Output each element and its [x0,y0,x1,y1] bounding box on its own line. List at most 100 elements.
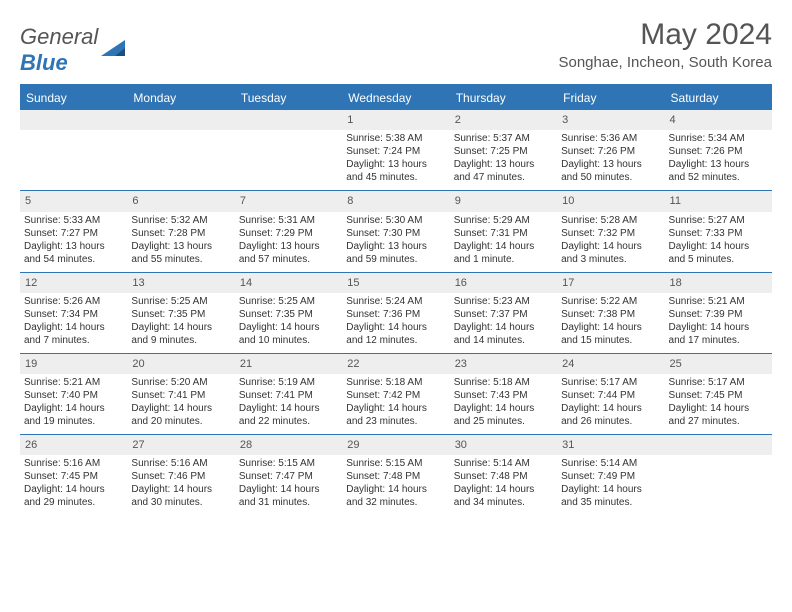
sunrise-text: Sunrise: 5:36 AM [561,132,660,145]
sunrise-text: Sunrise: 5:28 AM [561,214,660,227]
sunrise-text: Sunrise: 5:23 AM [454,295,553,308]
day-info: Sunrise: 5:22 AMSunset: 7:38 PMDaylight:… [557,295,664,347]
day-number: 16 [450,273,557,293]
day-number: 12 [20,273,127,293]
sunrise-text: Sunrise: 5:22 AM [561,295,660,308]
calendar-cell: 20Sunrise: 5:20 AMSunset: 7:41 PMDayligh… [127,354,234,434]
daylight-text: Daylight: 14 hours and 23 minutes. [346,402,445,428]
day-info: Sunrise: 5:27 AMSunset: 7:33 PMDaylight:… [665,214,772,266]
sunset-text: Sunset: 7:26 PM [561,145,660,158]
day-info: Sunrise: 5:34 AMSunset: 7:26 PMDaylight:… [665,132,772,184]
daylight-text: Daylight: 14 hours and 30 minutes. [131,483,230,509]
calendar-cell: 8Sunrise: 5:30 AMSunset: 7:30 PMDaylight… [342,191,449,271]
logo-word-1: General [20,24,98,49]
calendar-cell: 22Sunrise: 5:18 AMSunset: 7:42 PMDayligh… [342,354,449,434]
day-info: Sunrise: 5:37 AMSunset: 7:25 PMDaylight:… [450,132,557,184]
daylight-text: Daylight: 14 hours and 3 minutes. [561,240,660,266]
daylight-text: Daylight: 14 hours and 9 minutes. [131,321,230,347]
day-info: Sunrise: 5:32 AMSunset: 7:28 PMDaylight:… [127,214,234,266]
sunrise-text: Sunrise: 5:18 AM [346,376,445,389]
daylight-text: Daylight: 14 hours and 14 minutes. [454,321,553,347]
sunset-text: Sunset: 7:31 PM [454,227,553,240]
calendar-cell: 31Sunrise: 5:14 AMSunset: 7:49 PMDayligh… [557,435,664,515]
day-info: Sunrise: 5:15 AMSunset: 7:48 PMDaylight:… [342,457,449,509]
sunset-text: Sunset: 7:41 PM [131,389,230,402]
sunrise-text: Sunrise: 5:37 AM [454,132,553,145]
day-header: Sunday [20,86,127,110]
logo: General Blue [20,18,129,76]
daylight-text: Daylight: 14 hours and 22 minutes. [239,402,338,428]
day-number: 31 [557,435,664,455]
sunset-text: Sunset: 7:46 PM [131,470,230,483]
day-number: 23 [450,354,557,374]
day-info: Sunrise: 5:26 AMSunset: 7:34 PMDaylight:… [20,295,127,347]
sunrise-text: Sunrise: 5:26 AM [24,295,123,308]
day-number: 8 [342,191,449,211]
day-number: 21 [235,354,342,374]
calendar-cell: 26Sunrise: 5:16 AMSunset: 7:45 PMDayligh… [20,435,127,515]
daylight-text: Daylight: 14 hours and 26 minutes. [561,402,660,428]
day-number: 15 [342,273,449,293]
calendar-cell: 2Sunrise: 5:37 AMSunset: 7:25 PMDaylight… [450,110,557,190]
calendar-week: 12Sunrise: 5:26 AMSunset: 7:34 PMDayligh… [20,272,772,353]
day-info: Sunrise: 5:14 AMSunset: 7:49 PMDaylight:… [557,457,664,509]
daylight-text: Daylight: 14 hours and 29 minutes. [24,483,123,509]
sunrise-text: Sunrise: 5:34 AM [669,132,768,145]
day-number: 13 [127,273,234,293]
daylight-text: Daylight: 14 hours and 1 minute. [454,240,553,266]
daylight-text: Daylight: 14 hours and 12 minutes. [346,321,445,347]
daylight-text: Daylight: 14 hours and 5 minutes. [669,240,768,266]
sunset-text: Sunset: 7:48 PM [346,470,445,483]
daylight-text: Daylight: 13 hours and 45 minutes. [346,158,445,184]
calendar-cell: 21Sunrise: 5:19 AMSunset: 7:41 PMDayligh… [235,354,342,434]
day-number: 24 [557,354,664,374]
daylight-text: Daylight: 14 hours and 27 minutes. [669,402,768,428]
sunrise-text: Sunrise: 5:38 AM [346,132,445,145]
sunset-text: Sunset: 7:47 PM [239,470,338,483]
day-info: Sunrise: 5:21 AMSunset: 7:39 PMDaylight:… [665,295,772,347]
day-info: Sunrise: 5:29 AMSunset: 7:31 PMDaylight:… [450,214,557,266]
calendar-week: 19Sunrise: 5:21 AMSunset: 7:40 PMDayligh… [20,353,772,434]
daylight-text: Daylight: 14 hours and 17 minutes. [669,321,768,347]
day-number: 17 [557,273,664,293]
sunrise-text: Sunrise: 5:14 AM [454,457,553,470]
day-info: Sunrise: 5:14 AMSunset: 7:48 PMDaylight:… [450,457,557,509]
day-header-row: Sunday Monday Tuesday Wednesday Thursday… [20,86,772,110]
daylight-text: Daylight: 14 hours and 7 minutes. [24,321,123,347]
sunrise-text: Sunrise: 5:16 AM [24,457,123,470]
day-info: Sunrise: 5:33 AMSunset: 7:27 PMDaylight:… [20,214,127,266]
sunrise-text: Sunrise: 5:19 AM [239,376,338,389]
sunset-text: Sunset: 7:36 PM [346,308,445,321]
daylight-text: Daylight: 13 hours and 54 minutes. [24,240,123,266]
sunrise-text: Sunrise: 5:15 AM [239,457,338,470]
day-header: Saturday [665,86,772,110]
day-number: 29 [342,435,449,455]
day-info: Sunrise: 5:16 AMSunset: 7:46 PMDaylight:… [127,457,234,509]
day-number: 22 [342,354,449,374]
sunrise-text: Sunrise: 5:33 AM [24,214,123,227]
day-number: 7 [235,191,342,211]
calendar-cell: 24Sunrise: 5:17 AMSunset: 7:44 PMDayligh… [557,354,664,434]
sunset-text: Sunset: 7:29 PM [239,227,338,240]
day-number: 10 [557,191,664,211]
sunrise-text: Sunrise: 5:21 AM [24,376,123,389]
day-number: 4 [665,110,772,130]
daylight-text: Daylight: 14 hours and 25 minutes. [454,402,553,428]
sunset-text: Sunset: 7:44 PM [561,389,660,402]
calendar-cell: 5Sunrise: 5:33 AMSunset: 7:27 PMDaylight… [20,191,127,271]
day-info: Sunrise: 5:18 AMSunset: 7:43 PMDaylight:… [450,376,557,428]
daylight-text: Daylight: 14 hours and 32 minutes. [346,483,445,509]
page-title: May 2024 [558,18,772,52]
day-header: Friday [557,86,664,110]
day-number [20,110,127,130]
day-info: Sunrise: 5:25 AMSunset: 7:35 PMDaylight:… [127,295,234,347]
calendar-cell: 4Sunrise: 5:34 AMSunset: 7:26 PMDaylight… [665,110,772,190]
calendar-cell [235,110,342,190]
sunrise-text: Sunrise: 5:20 AM [131,376,230,389]
sunset-text: Sunset: 7:24 PM [346,145,445,158]
sunset-text: Sunset: 7:26 PM [669,145,768,158]
day-header: Monday [127,86,234,110]
day-number: 20 [127,354,234,374]
day-info: Sunrise: 5:24 AMSunset: 7:36 PMDaylight:… [342,295,449,347]
sunrise-text: Sunrise: 5:17 AM [669,376,768,389]
